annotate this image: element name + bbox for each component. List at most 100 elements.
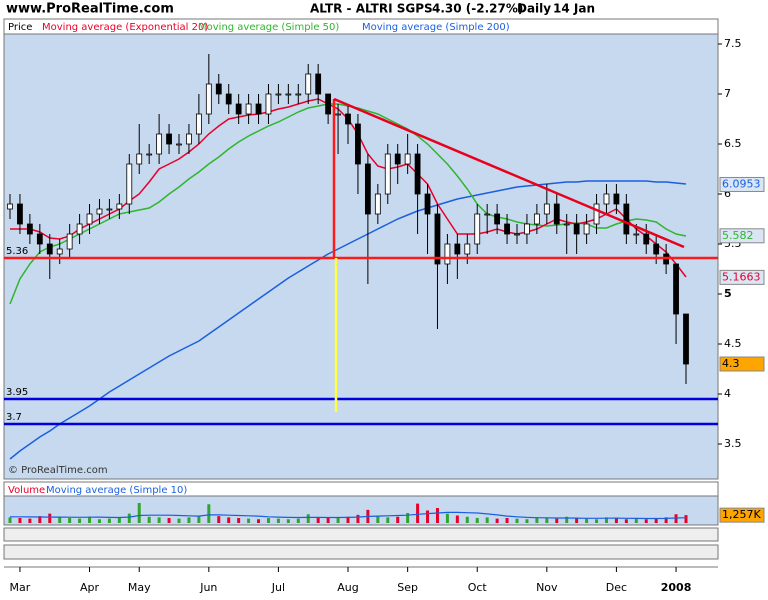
candle-body: [583, 223, 590, 235]
volume-bar: [555, 518, 559, 523]
volume-bar: [227, 517, 231, 523]
volume-bar: [147, 516, 151, 523]
volume-bar: [525, 519, 529, 523]
y-tick-label: 7: [724, 87, 731, 100]
volume-bar: [286, 519, 290, 523]
date: 14 Jan: [553, 2, 595, 16]
volume-bar: [585, 518, 589, 523]
candle-body: [524, 223, 530, 235]
candle-body: [374, 193, 381, 215]
legend-price: Price: [8, 22, 32, 33]
volume-bar: [664, 517, 668, 523]
level-label: 5.36: [6, 246, 28, 257]
volume-bar: [157, 517, 161, 523]
candle-body: [533, 213, 540, 225]
volume-bar: [177, 518, 181, 523]
candle-body: [593, 203, 600, 225]
candle-body: [195, 113, 202, 135]
last-value-label: 5.1663: [722, 270, 761, 283]
volume-bar: [356, 514, 360, 523]
level-label: 3.95: [6, 387, 28, 398]
candle-body: [96, 208, 103, 215]
candle-body: [225, 93, 232, 105]
volume-bar: [8, 517, 12, 523]
last-value-box: [719, 269, 765, 285]
candle-body: [106, 208, 113, 211]
volume-bar: [445, 513, 449, 523]
candle-body: [384, 153, 391, 195]
volume-bar: [58, 517, 62, 523]
candle-body: [364, 163, 371, 215]
candle-body: [205, 83, 212, 115]
volume-bar: [68, 518, 72, 523]
candle-body: [494, 213, 501, 225]
last-value-box: [719, 176, 765, 192]
volume-bar: [614, 518, 618, 523]
candle-body: [633, 233, 640, 236]
last-value-label: 5.582: [722, 229, 754, 242]
moving-average: [9, 180, 687, 460]
volume-bar: [604, 517, 608, 523]
candle-body: [563, 223, 570, 226]
volume-bar: [505, 518, 509, 523]
y-tick-label: 4.5: [724, 337, 742, 350]
candle-body: [176, 143, 182, 146]
candle-body: [514, 233, 520, 236]
volume-bar: [336, 517, 340, 523]
volume-bar: [495, 518, 499, 523]
candle-body: [285, 93, 292, 96]
volume-bar: [257, 519, 261, 523]
x-tick-label: Jun: [199, 581, 217, 594]
candle-body: [17, 203, 23, 225]
volume-bar: [535, 517, 539, 523]
candle-body: [136, 153, 143, 165]
volume-bar: [465, 516, 469, 523]
legend-entry: Moving average (Simple 10): [46, 485, 187, 496]
candle-body: [295, 93, 302, 96]
volume-bar: [485, 517, 489, 523]
candle-body: [215, 83, 222, 95]
volume-bar: [545, 518, 549, 523]
volume-bar: [28, 518, 32, 523]
x-tick-label: Mar: [10, 581, 31, 594]
trendline: [333, 97, 685, 249]
candle-body: [484, 213, 491, 216]
last-value-box: [719, 507, 765, 523]
site: www.ProRealTime.com: [6, 2, 174, 17]
candle-body: [424, 193, 431, 215]
candle-body: [255, 103, 262, 115]
last-value-label: 1,257K: [722, 508, 761, 521]
volume-bar: [18, 518, 22, 523]
volume-bar: [595, 519, 599, 523]
x-tick-label: Aug: [337, 581, 358, 594]
volume-bar: [475, 518, 479, 523]
candle-body: [66, 233, 73, 250]
volume-bar: [515, 518, 519, 523]
volume-bar: [565, 516, 569, 523]
quote: 4.30 (-2.27%): [432, 2, 523, 16]
candle-body: [146, 153, 153, 156]
candle-body: [653, 243, 660, 255]
candle-body: [404, 153, 411, 165]
candle-body: [623, 203, 630, 235]
plot: Price Moving average (Exponential 20)Movi…: [4, 22, 765, 594]
candle-body: [76, 223, 83, 235]
volume-bar: [386, 517, 390, 523]
volume-bar: [167, 518, 171, 523]
empty-panel: [3, 544, 719, 560]
volume-bar: [396, 516, 400, 523]
volume-bar: [38, 516, 42, 523]
y-tick-label: 6: [724, 187, 731, 200]
candle-body: [553, 203, 560, 225]
candle-body: [305, 73, 312, 95]
volume-bar: [187, 517, 191, 523]
volume-bar: [306, 514, 310, 523]
volume-legend-bar: [3, 481, 719, 497]
last-value-label: 6.0953: [722, 177, 761, 190]
volume-bar: [634, 518, 638, 523]
candle-body: [235, 103, 242, 115]
legend-entry: Moving average (Simple 50): [198, 22, 339, 33]
volume-bar: [276, 518, 280, 523]
